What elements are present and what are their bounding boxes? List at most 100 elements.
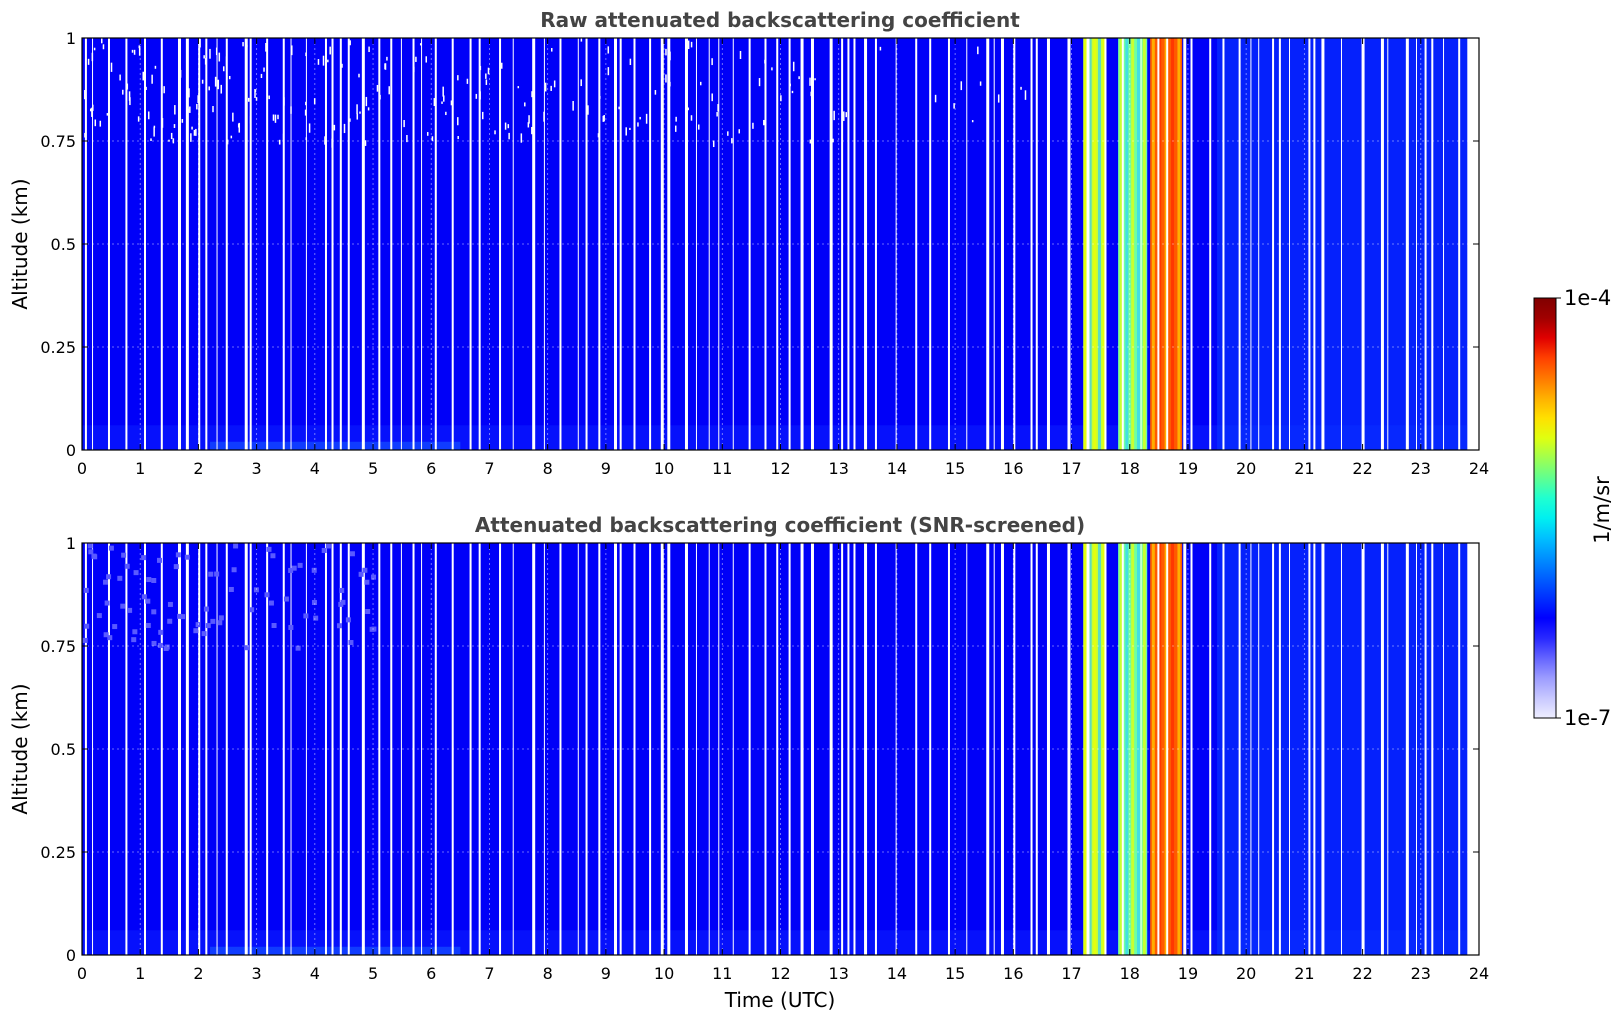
noise-speckle — [675, 116, 677, 122]
x-tick-label: 22 — [1352, 964, 1372, 983]
x-tick-label: 2 — [193, 459, 203, 478]
missing-profile-gap — [1183, 38, 1187, 450]
screened-speckle — [120, 603, 126, 609]
screened-speckle — [112, 624, 118, 630]
noise-speckle — [151, 74, 153, 84]
screened-speckle — [214, 571, 220, 577]
x-tick-label: 1 — [135, 459, 145, 478]
noise-speckle — [331, 98, 334, 102]
noise-speckle — [699, 81, 702, 86]
noise-speckle — [249, 116, 252, 124]
signal-streak — [1084, 38, 1088, 450]
signal-streak — [1093, 543, 1097, 955]
noise-speckle — [145, 86, 147, 91]
noise-speckle — [110, 62, 113, 72]
x-tick-label: 12 — [770, 964, 790, 983]
missing-profile-gap — [864, 38, 868, 450]
missing-profile-gap — [853, 38, 856, 450]
noise-speckle — [138, 45, 141, 56]
noise-speckle — [687, 107, 689, 111]
noise-speckle — [809, 139, 812, 144]
signal-streak — [1097, 38, 1101, 450]
screened-speckle — [96, 613, 102, 619]
signal-streak — [1158, 543, 1162, 955]
x-tick-label: 10 — [654, 459, 674, 478]
screened-speckle — [358, 571, 364, 577]
missing-profile-gap — [966, 543, 968, 955]
screened-speckle — [184, 554, 190, 560]
noise-speckle — [322, 55, 325, 66]
screened-speckle — [151, 609, 157, 615]
noise-speckle — [517, 86, 520, 89]
noise-speckle — [178, 118, 180, 124]
noise-speckle — [603, 115, 605, 122]
noise-speckle — [215, 47, 218, 56]
x-tick-label: 7 — [484, 964, 494, 983]
noise-speckle — [580, 79, 582, 87]
noise-speckle — [413, 66, 415, 73]
noise-speckle — [386, 56, 388, 61]
missing-profile-gap — [198, 38, 201, 450]
missing-profile-gap — [1030, 543, 1033, 955]
noise-speckle — [278, 139, 281, 145]
x-tick-label: 9 — [601, 964, 611, 983]
missing-profile-gap — [853, 543, 856, 955]
signal-streak — [1097, 543, 1101, 955]
noise-speckle — [531, 91, 533, 98]
x-tick-label: 19 — [1178, 964, 1198, 983]
noise-speckle — [686, 90, 688, 99]
missing-profile-gap — [144, 38, 147, 450]
missing-profile-gap — [1424, 543, 1427, 955]
noise-speckle — [367, 107, 370, 111]
screened-speckle — [131, 637, 137, 643]
missing-profile-gap — [160, 543, 163, 955]
screened-speckle — [121, 552, 127, 558]
x-tick-label: 2 — [193, 964, 203, 983]
chart-title: Attenuated backscattering coefficient (S… — [475, 513, 1085, 537]
noise-speckle — [181, 119, 184, 123]
gridlines — [81, 542, 1480, 956]
signal-streak — [1088, 38, 1092, 450]
missing-profile-gap — [225, 38, 228, 450]
noise-speckle — [475, 93, 478, 99]
y-tick-label: 0 — [66, 946, 76, 965]
noise-speckle — [91, 52, 94, 62]
missing-profile-gap — [585, 543, 588, 955]
noise-speckle — [445, 111, 447, 116]
noise-speckle — [358, 73, 360, 78]
screened-speckle — [87, 543, 93, 549]
x-tick-label: 14 — [887, 459, 907, 478]
y-tick-label: 0.25 — [40, 843, 76, 862]
heatmap-area — [82, 543, 1479, 955]
missing-profile-gap — [915, 38, 918, 450]
missing-profile-gap — [390, 543, 393, 955]
noise-speckle — [242, 42, 244, 47]
missing-profile-gap — [1340, 543, 1342, 955]
screened-speckle — [151, 577, 157, 583]
y-tick-label: 1 — [66, 29, 76, 48]
noise-speckle — [528, 115, 530, 124]
missing-profile-gap — [421, 543, 423, 955]
noise-speckle — [771, 67, 773, 71]
missing-profile-gap — [649, 543, 652, 955]
noise-speckle — [481, 111, 484, 120]
noise-speckle — [379, 94, 381, 100]
missing-profile-gap — [1340, 38, 1342, 450]
noise-speckle — [487, 67, 490, 75]
missing-profile-gap — [1030, 38, 1033, 450]
noise-speckle — [153, 125, 156, 128]
noise-speckle — [426, 132, 429, 136]
noise-speckle — [599, 95, 601, 99]
noise-speckle — [457, 75, 459, 81]
missing-profile-gap — [244, 543, 248, 955]
missing-profile-gap — [177, 543, 181, 955]
missing-profile-gap — [1458, 38, 1461, 450]
noise-speckle — [441, 101, 443, 104]
screened-speckle — [193, 628, 199, 634]
x-tick-label: 21 — [1294, 964, 1314, 983]
noise-speckle — [129, 97, 131, 106]
missing-profile-gap — [764, 38, 767, 450]
noise-speckle — [91, 107, 93, 117]
noise-speckle — [433, 98, 436, 107]
missing-profile-gap — [874, 543, 877, 955]
